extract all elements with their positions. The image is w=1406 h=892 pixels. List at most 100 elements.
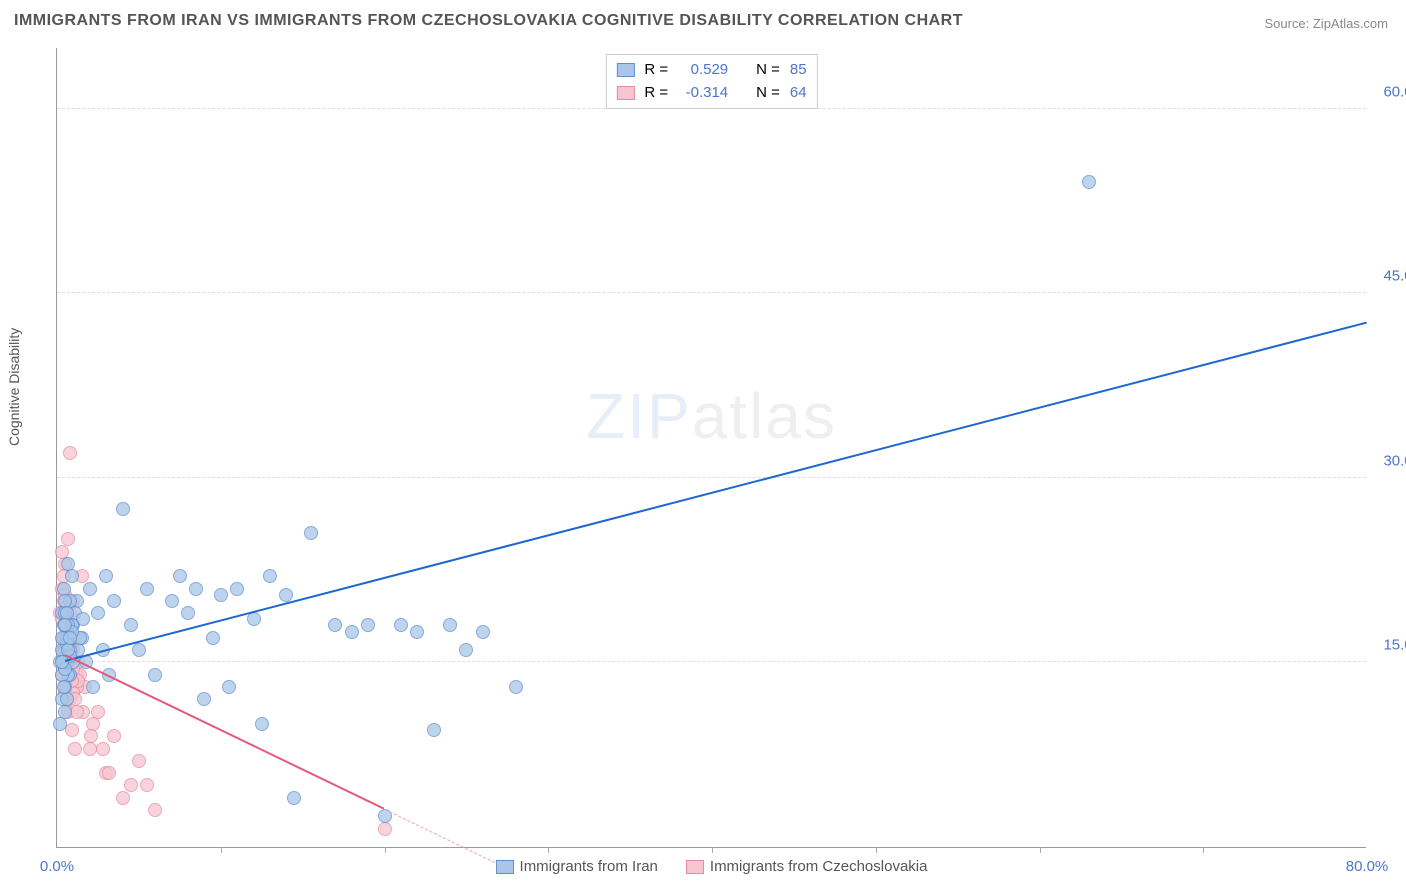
y-tick-label: 15.0% [1371,637,1406,654]
r-label-1: R = [644,59,668,82]
scatter-point-series1 [230,582,244,596]
plot-area: ZIPatlas R = 0.529 N = 85 R = -0.314 N =… [56,48,1366,848]
watermark-zip: ZIP [586,380,692,452]
scatter-point-series2 [102,766,116,780]
source-name: ZipAtlas.com [1313,16,1388,31]
scatter-point-series1 [222,680,236,694]
x-tick [876,847,877,853]
scatter-point-series1 [287,791,301,805]
scatter-point-series1 [148,668,162,682]
x-tick [548,847,549,853]
scatter-point-series1 [459,643,473,657]
scatter-point-series1 [91,606,105,620]
scatter-point-series1 [255,717,269,731]
scatter-point-series1 [132,643,146,657]
scatter-point-series1 [394,618,408,632]
x-tick [1203,847,1204,853]
legend-item-series1: Immigrants from Iran [496,858,658,875]
source-attribution: Source: ZipAtlas.com [1264,16,1388,31]
scatter-point-series1 [206,631,220,645]
scatter-point-series1 [55,655,69,669]
scatter-point-series1 [279,588,293,602]
scatter-point-series1 [63,631,77,645]
scatter-point-series1 [263,569,277,583]
swatch-series1 [616,63,634,77]
chart-title: IMMIGRANTS FROM IRAN VS IMMIGRANTS FROM … [14,12,963,30]
scatter-point-series2 [116,791,130,805]
n-value-1: 85 [790,59,807,82]
legend-label-series2: Immigrants from Czechoslovakia [710,858,928,875]
scatter-point-series1 [214,588,228,602]
r-value-1: 0.529 [678,59,728,82]
y-axis-label: Cognitive Disability [6,328,22,446]
x-tick [221,847,222,853]
scatter-point-series1 [107,594,121,608]
scatter-point-series1 [345,625,359,639]
watermark: ZIPatlas [586,379,837,453]
stats-row-series2: R = -0.314 N = 64 [616,82,806,105]
scatter-point-series1 [99,569,113,583]
scatter-point-series1 [427,723,441,737]
scatter-point-series1 [509,680,523,694]
scatter-point-series2 [107,729,121,743]
gridline-h [57,661,1366,662]
y-tick-label: 45.0% [1371,268,1406,285]
x-tick [1040,847,1041,853]
scatter-point-series1 [328,618,342,632]
scatter-point-series1 [197,692,211,706]
scatter-point-series2 [96,742,110,756]
scatter-point-series2 [132,754,146,768]
legend-item-series2: Immigrants from Czechoslovakia [686,858,928,875]
trendline-series2-extrapolated [384,809,499,865]
scatter-point-series1 [443,618,457,632]
scatter-point-series1 [247,612,261,626]
x-tick [385,847,386,853]
correlation-stats-box: R = 0.529 N = 85 R = -0.314 N = 64 [605,54,817,109]
gridline-h [57,292,1366,293]
n-label-2: N = [756,82,780,105]
scatter-point-series2 [63,446,77,460]
scatter-point-series1 [53,717,67,731]
scatter-point-series1 [65,569,79,583]
scatter-point-series1 [410,625,424,639]
scatter-point-series1 [1082,175,1096,189]
n-label-1: N = [756,59,780,82]
scatter-point-series1 [173,569,187,583]
scatter-point-series1 [116,502,130,516]
scatter-point-series1 [60,692,74,706]
scatter-point-series2 [84,729,98,743]
scatter-point-series1 [86,680,100,694]
scatter-point-series1 [58,705,72,719]
scatter-point-series1 [181,606,195,620]
y-tick-label: 60.0% [1371,83,1406,100]
legend-swatch-series1 [496,860,514,874]
y-tick-label: 30.0% [1371,452,1406,469]
x-tick-label-max: 80.0% [1346,858,1389,875]
r-value-2: -0.314 [678,82,728,105]
legend: Immigrants from Iran Immigrants from Cze… [496,858,928,875]
legend-label-series1: Immigrants from Iran [520,858,658,875]
scatter-point-series2 [124,778,138,792]
scatter-point-series2 [140,778,154,792]
scatter-point-series2 [148,803,162,817]
swatch-series2 [616,86,634,100]
n-value-2: 64 [790,82,807,105]
scatter-point-series2 [68,742,82,756]
r-label-2: R = [644,82,668,105]
trendline-series1 [65,322,1367,662]
scatter-point-series1 [140,582,154,596]
scatter-point-series2 [83,742,97,756]
gridline-h [57,477,1366,478]
scatter-point-series1 [57,680,71,694]
source-prefix: Source: [1264,16,1312,31]
scatter-point-series2 [378,822,392,836]
x-tick-label-min: 0.0% [40,858,74,875]
scatter-point-series1 [304,526,318,540]
watermark-atlas: atlas [692,380,837,452]
x-tick [712,847,713,853]
legend-swatch-series2 [686,860,704,874]
scatter-point-series1 [124,618,138,632]
chart-container: IMMIGRANTS FROM IRAN VS IMMIGRANTS FROM … [8,8,1398,884]
scatter-point-series1 [165,594,179,608]
scatter-point-series1 [83,582,97,596]
